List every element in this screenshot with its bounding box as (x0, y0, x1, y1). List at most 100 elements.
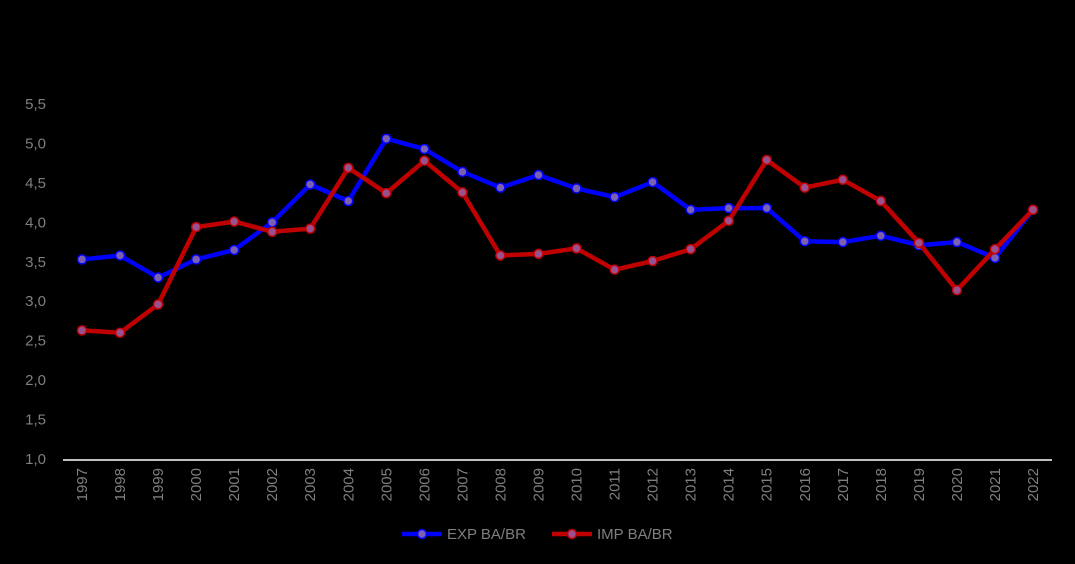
y-axis: 1,0 1,5 2,0 2,5 3,0 3,5 4,0 4,5 5,0 5,5 (25, 96, 46, 468)
y-tick-label: 1,5 (25, 412, 46, 429)
y-tick-label: 1,0 (25, 451, 46, 468)
data-point (228, 216, 240, 227)
x-tick-label: 2022 (1025, 468, 1042, 501)
data-point (152, 272, 164, 283)
data-point (114, 327, 126, 339)
data-point (685, 204, 696, 215)
x-tick-label: 2014 (721, 468, 738, 501)
x-tick-label: 2017 (835, 468, 852, 501)
data-point (875, 195, 887, 207)
data-point (951, 284, 963, 296)
data-point (190, 254, 202, 265)
data-point (457, 166, 468, 178)
data-point (381, 133, 392, 144)
series-1 (76, 133, 1039, 283)
data-point (761, 202, 772, 214)
data-point (495, 250, 506, 261)
data-point (533, 248, 544, 260)
data-point (457, 187, 468, 198)
x-tick-label: 2007 (454, 468, 471, 501)
y-tick-label: 5,0 (25, 135, 46, 152)
data-point (723, 202, 734, 214)
data-point (152, 299, 164, 310)
x-tick-label: 2019 (911, 468, 928, 501)
x-tick-label: 2010 (569, 468, 586, 501)
data-point (76, 325, 88, 336)
x-tick-label: 2005 (378, 468, 395, 501)
data-point (647, 176, 658, 188)
x-tick-label: 2009 (530, 468, 547, 501)
data-point (723, 215, 734, 227)
data-point (685, 243, 696, 255)
data-point (228, 244, 240, 256)
data-point (304, 179, 316, 190)
x-tick-label: 1999 (150, 468, 167, 501)
data-point (913, 237, 925, 249)
data-point (875, 230, 887, 241)
data-point (799, 236, 811, 247)
data-point (837, 174, 849, 185)
data-point (495, 182, 506, 193)
y-tick-label: 3,5 (25, 254, 46, 271)
legend-item: IMP BA/BR (552, 526, 673, 543)
data-point (343, 195, 354, 207)
y-tick-label: 2,0 (25, 372, 46, 389)
legend-label: IMP BA/BR (597, 526, 673, 543)
data-point (190, 221, 202, 233)
data-point (571, 243, 582, 254)
x-tick-label: 2015 (759, 468, 776, 501)
x-tick-label: 2001 (226, 468, 243, 501)
data-point (533, 169, 544, 181)
series-layer (76, 133, 1039, 339)
data-point (304, 223, 316, 234)
data-point (1027, 204, 1039, 215)
data-point (761, 154, 772, 166)
x-tick-label: 2006 (416, 468, 433, 501)
data-point (114, 250, 126, 261)
x-tick-label: 2013 (683, 468, 700, 501)
x-tick-label: 1998 (112, 468, 129, 501)
series-line (79, 157, 1036, 336)
data-point (837, 236, 849, 248)
data-point (419, 143, 430, 155)
y-tick-label: 5,5 (25, 96, 46, 113)
x-tick-label: 2003 (302, 468, 319, 501)
legend-swatch-marker (566, 528, 578, 540)
x-tick-label: 2021 (987, 468, 1004, 501)
data-point (951, 236, 963, 248)
legend: EXP BA/BR IMP BA/BR (402, 526, 673, 543)
x-tick-label: 1997 (74, 468, 91, 501)
y-tick-label: 2,5 (25, 333, 46, 350)
data-point (609, 264, 620, 275)
legend-item: EXP BA/BR (402, 526, 526, 543)
legend-swatch-marker (416, 528, 428, 540)
data-point (571, 183, 582, 194)
y-tick-label: 4,5 (25, 175, 46, 192)
series-2 (76, 154, 1039, 339)
x-tick-label: 2011 (607, 468, 624, 500)
data-point (419, 155, 430, 167)
x-tick-label: 2018 (873, 468, 890, 501)
x-tick-label: 2008 (492, 468, 509, 501)
data-point (266, 226, 278, 238)
data-point (381, 187, 392, 199)
data-point (647, 255, 658, 267)
legend-label: EXP BA/BR (447, 526, 526, 543)
data-point (343, 162, 354, 174)
series-line (79, 136, 1036, 280)
x-tick-label: 2012 (645, 468, 662, 501)
x-tick-label: 2020 (949, 468, 966, 501)
y-tick-label: 3,0 (25, 293, 46, 310)
data-point (989, 243, 1001, 255)
data-point (266, 217, 278, 228)
data-point (609, 191, 620, 203)
x-tick-label: 2002 (264, 468, 281, 501)
y-tick-label: 4,0 (25, 214, 46, 231)
x-axis: 1997 1998 1999 2000 2001 2002 2003 2004 2005 2006… (63, 459, 1052, 501)
x-tick-label: 2016 (797, 468, 814, 501)
x-tick-label: 2000 (188, 468, 205, 501)
data-point (76, 254, 88, 265)
x-tick-label: 2004 (340, 468, 357, 501)
